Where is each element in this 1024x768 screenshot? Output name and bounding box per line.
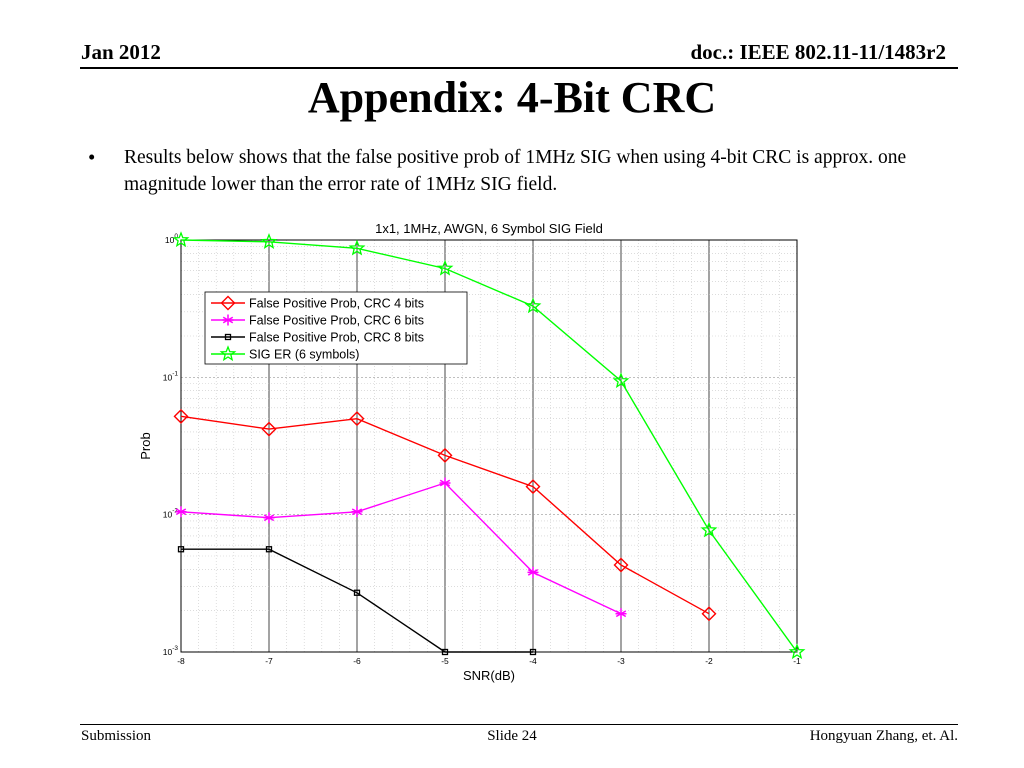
sig-error-chart: -8 -7 -6 -5 -4 -3 -2 -1 100 10-1 10-2 10-3 1x1, 1MH… bbox=[138, 221, 806, 683]
series-line-4 bbox=[180, 239, 798, 653]
data-point-series-4 bbox=[700, 521, 718, 538]
x-tick-label: -6 bbox=[353, 656, 361, 666]
legend-entry: SIG ER (6 symbols) bbox=[211, 345, 359, 362]
chart-title: 1x1, 1MHz, AWGN, 6 Symbol SIG Field bbox=[375, 221, 603, 236]
footer-slide-number: Slide 24 bbox=[487, 728, 537, 744]
header-doc-id: doc.: IEEE 802.11-11/1483r2 bbox=[690, 40, 946, 64]
y-axis-label: Prob bbox=[138, 432, 153, 459]
y-tick-label: 10-3 bbox=[163, 645, 179, 657]
legend-label: False Positive Prob, CRC 8 bits bbox=[249, 331, 424, 345]
legend-entry: False Positive Prob, CRC 4 bits bbox=[211, 295, 424, 311]
data-point-series-3 bbox=[177, 546, 185, 553]
data-point-series-2 bbox=[263, 512, 275, 524]
bullet-marker: • bbox=[88, 145, 96, 169]
data-point-series-4 bbox=[612, 372, 630, 389]
legend-marker bbox=[220, 295, 236, 311]
x-tick-label: -5 bbox=[441, 656, 449, 666]
x-tick-label: -7 bbox=[265, 656, 273, 666]
legend-marker bbox=[224, 333, 232, 341]
x-tick-label: -4 bbox=[529, 656, 537, 666]
x-axis-label: SNR(dB) bbox=[463, 668, 515, 683]
legend-entry: False Positive Prob, CRC 8 bits bbox=[211, 331, 424, 345]
x-tick-label: -2 bbox=[705, 656, 713, 666]
legend-marker bbox=[222, 314, 234, 326]
data-point-series-4 bbox=[524, 297, 542, 314]
data-point-series-2 bbox=[615, 608, 627, 620]
bullet-text: Results below shows that the false posit… bbox=[124, 147, 907, 195]
data-point-series-4 bbox=[348, 239, 366, 256]
data-point-series-1 bbox=[613, 557, 629, 573]
legend-box bbox=[204, 291, 468, 365]
data-point-series-4 bbox=[172, 231, 190, 248]
data-point-series-1 bbox=[701, 606, 717, 622]
x-tick-label: -3 bbox=[617, 656, 625, 666]
data-point-series-1 bbox=[173, 408, 189, 424]
footer-author: Hongyuan Zhang, et. Al. bbox=[809, 728, 958, 744]
data-point-series-4 bbox=[788, 643, 806, 660]
data-point-series-2 bbox=[439, 477, 451, 489]
series-line-2 bbox=[180, 482, 622, 615]
data-point-series-4 bbox=[436, 259, 454, 276]
data-point-series-2 bbox=[527, 566, 539, 578]
legend-marker bbox=[219, 345, 237, 362]
y-tick-label: 100 bbox=[165, 233, 178, 245]
legend-label: False Positive Prob, CRC 6 bits bbox=[249, 314, 424, 328]
x-tick-label: -8 bbox=[177, 656, 185, 666]
data-point-series-2 bbox=[351, 506, 363, 518]
data-point-series-3 bbox=[441, 648, 449, 656]
data-point-series-1 bbox=[525, 479, 541, 495]
y-tick-label: 10-2 bbox=[163, 508, 179, 520]
footer-submission: Submission bbox=[81, 728, 152, 744]
data-point-series-1 bbox=[349, 411, 365, 427]
series-line-3 bbox=[181, 548, 533, 653]
header-date: Jan 2012 bbox=[81, 40, 161, 64]
legend-label: False Positive Prob, CRC 4 bits bbox=[249, 297, 424, 311]
data-point-series-4 bbox=[260, 233, 278, 249]
data-point-series-3 bbox=[529, 648, 537, 656]
data-point-series-1 bbox=[437, 447, 453, 463]
y-tick-label: 10-1 bbox=[163, 370, 179, 382]
series-line-1 bbox=[180, 415, 710, 615]
x-tick-label: -1 bbox=[793, 656, 801, 666]
footer-rule bbox=[80, 724, 958, 725]
legend-entry: False Positive Prob, CRC 6 bits bbox=[211, 314, 424, 328]
legend-label: SIG ER (6 symbols) bbox=[249, 348, 359, 362]
slide-title: Appendix: 4-Bit CRC bbox=[307, 73, 717, 122]
data-point-series-3 bbox=[353, 589, 361, 596]
data-point-series-1 bbox=[261, 421, 277, 437]
data-point-series-3 bbox=[265, 546, 273, 553]
data-point-series-2 bbox=[175, 506, 187, 518]
header-rule bbox=[80, 67, 958, 69]
